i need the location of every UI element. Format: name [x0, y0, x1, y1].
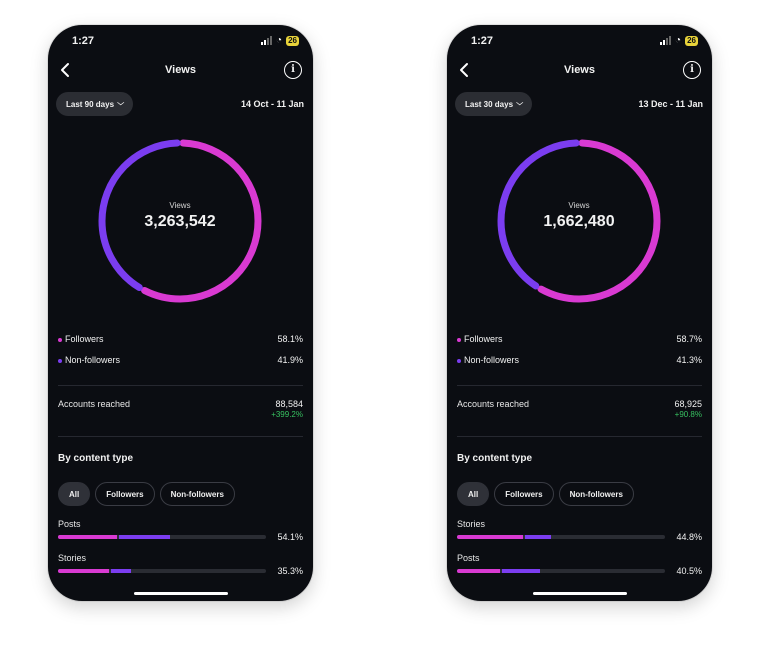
- legend-percent: 58.7%: [676, 334, 702, 344]
- divider: [58, 385, 303, 386]
- bar-non-followers-segment: [501, 569, 541, 573]
- wifi-icon: ◔: [276, 35, 283, 46]
- status-time: 1:27: [72, 35, 95, 47]
- page-title: Views: [165, 64, 196, 76]
- content-type-bar: [58, 535, 266, 539]
- chip-followers[interactable]: Followers: [494, 482, 554, 506]
- content-type-percent: 44.8%: [676, 532, 702, 542]
- home-indicator[interactable]: [133, 592, 228, 595]
- bar-followers-segment: [457, 535, 523, 539]
- info-icon[interactable]: i: [284, 61, 302, 79]
- content-type-name: Stories: [58, 553, 87, 563]
- content-type-bar: [58, 569, 266, 573]
- date-range-dropdown-label: Last 90 days: [66, 99, 115, 109]
- divider: [457, 436, 702, 437]
- legend-followers: Followers 58.1%: [58, 334, 303, 348]
- views-donut-chart: [497, 139, 661, 303]
- page-title: Views: [564, 64, 595, 76]
- content-type-row[interactable]: Posts 54.1%: [58, 519, 303, 549]
- status-bar: 1:27 ◔ 26: [447, 34, 712, 50]
- bar-followers-segment: [58, 569, 109, 573]
- filter-chips: All Followers Non-followers: [457, 482, 634, 506]
- battery-icon: 26: [286, 36, 299, 46]
- cellular-signal-icon: [261, 36, 273, 45]
- content-type-row[interactable]: Posts 40.5%: [457, 553, 702, 583]
- accounts-reached-delta: +90.8%: [674, 410, 702, 419]
- content-type-row[interactable]: Stories 44.8%: [457, 519, 702, 549]
- cellular-signal-icon: [660, 36, 672, 45]
- section-title: By content type: [457, 453, 533, 464]
- total-views-value: 1,662,480: [543, 213, 615, 230]
- content-type-percent: 35.3%: [277, 566, 303, 576]
- chevron-down-icon: ⌵: [117, 100, 125, 107]
- content-type-bar: [457, 569, 665, 573]
- accounts-reached-value: 68,925: [674, 399, 702, 409]
- wifi-icon: ◔: [675, 35, 682, 46]
- info-icon[interactable]: i: [683, 61, 701, 79]
- donut-center-label: Views: [568, 201, 590, 210]
- chip-all[interactable]: All: [58, 482, 91, 506]
- legend-label: Followers: [65, 334, 104, 344]
- donut-center-label: Views: [169, 201, 191, 210]
- accounts-reached-label: Accounts reached: [457, 399, 530, 409]
- bar-followers-segment: [457, 569, 500, 573]
- legend-percent: 41.3%: [676, 355, 702, 365]
- back-arrow-icon[interactable]: [57, 61, 75, 79]
- accounts-reached-label: Accounts reached: [58, 399, 131, 409]
- divider: [457, 385, 702, 386]
- accounts-reached-value: 88,584: [275, 399, 303, 409]
- phone-screen-right: 1:27 ◔ 26 Views i Last 30 days ⌵ 13 Dec …: [447, 25, 712, 601]
- legend-label: Non-followers: [65, 355, 121, 365]
- filter-chips: All Followers Non-followers: [58, 482, 235, 506]
- non-followers-dot-icon: [58, 358, 62, 363]
- legend-percent: 41.9%: [277, 355, 303, 365]
- donut-non-followers-arc: [98, 139, 262, 303]
- legend-non-followers: Non-followers 41.9%: [58, 355, 303, 369]
- bar-non-followers-segment: [111, 569, 131, 573]
- date-range-dropdown-label: Last 30 days: [465, 99, 514, 109]
- legend-label: Non-followers: [464, 355, 520, 365]
- content-type-name: Posts: [58, 519, 81, 529]
- content-type-bar: [457, 535, 665, 539]
- bar-non-followers-segment: [524, 535, 551, 539]
- chip-all[interactable]: All: [457, 482, 490, 506]
- chevron-down-icon: ⌵: [516, 100, 524, 107]
- status-time: 1:27: [471, 35, 494, 47]
- chip-followers[interactable]: Followers: [95, 482, 155, 506]
- donut-non-followers-arc: [497, 139, 661, 303]
- section-title: By content type: [58, 453, 134, 464]
- accounts-reached-row[interactable]: Accounts reached 88,584 +399.2%: [58, 397, 303, 421]
- divider: [58, 436, 303, 437]
- accounts-reached-delta: +399.2%: [271, 410, 303, 419]
- legend-percent: 58.1%: [277, 334, 303, 344]
- content-type-percent: 40.5%: [676, 566, 702, 576]
- non-followers-dot-icon: [457, 358, 461, 363]
- content-type-percent: 54.1%: [277, 532, 303, 542]
- content-type-name: Stories: [457, 519, 486, 529]
- back-arrow-icon[interactable]: [456, 61, 474, 79]
- bar-followers-segment: [58, 535, 118, 539]
- home-indicator[interactable]: [532, 592, 627, 595]
- legend-label: Followers: [464, 334, 503, 344]
- status-bar: 1:27 ◔ 26: [48, 34, 313, 50]
- accounts-reached-row[interactable]: Accounts reached 68,925 +90.8%: [457, 397, 702, 421]
- followers-dot-icon: [58, 337, 62, 342]
- date-range-text: 13 Dec - 11 Jan: [638, 99, 703, 109]
- views-donut-chart: [98, 139, 262, 303]
- total-views-value: 3,263,542: [144, 213, 216, 230]
- followers-dot-icon: [457, 337, 461, 342]
- bar-non-followers-segment: [119, 535, 171, 539]
- content-type-row[interactable]: Stories 35.3%: [58, 553, 303, 583]
- date-range-dropdown[interactable]: Last 30 days ⌵: [455, 92, 533, 116]
- battery-icon: 26: [685, 36, 698, 46]
- legend-followers: Followers 58.7%: [457, 334, 702, 348]
- date-range-dropdown[interactable]: Last 90 days ⌵: [56, 92, 134, 116]
- content-type-name: Posts: [457, 553, 480, 563]
- date-range-text: 14 Oct - 11 Jan: [240, 99, 304, 109]
- chip-non-followers[interactable]: Non-followers: [159, 482, 235, 506]
- phone-screen-left: 1:27 ◔ 26 Views i Last 90 days ⌵ 14 Oct …: [48, 25, 313, 601]
- legend-non-followers: Non-followers 41.3%: [457, 355, 702, 369]
- chip-non-followers[interactable]: Non-followers: [558, 482, 634, 506]
